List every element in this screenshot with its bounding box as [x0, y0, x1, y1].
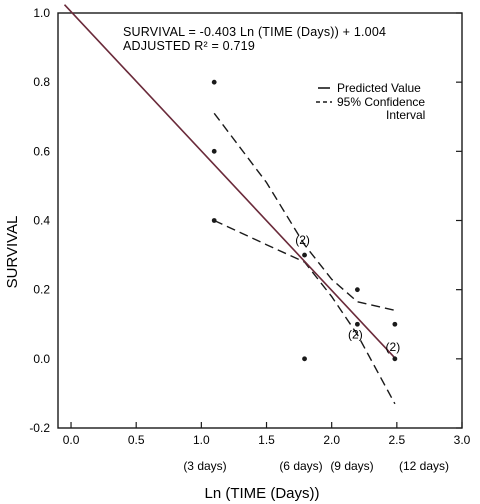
data-points	[211, 79, 398, 362]
y-tick-label-0: 1.0	[33, 6, 50, 20]
regression-line-path	[63, 4, 396, 359]
legend-label-ci: 95% Confidence	[337, 95, 425, 109]
day-label-2: (9 days)	[330, 459, 373, 473]
x-tick-label-0: 0.0	[63, 433, 80, 447]
y-tick-label-6: -0.2	[29, 421, 50, 435]
plot-frame	[57, 12, 463, 429]
x-tick-label-2: 1.0	[193, 433, 210, 447]
y-axis-label: SURVIVAL	[4, 216, 21, 289]
data-point-3	[302, 252, 307, 258]
day-label-1: (6 days)	[279, 459, 322, 473]
ci-lower-line	[213, 219, 396, 405]
y-tick-label-5: 0.0	[33, 352, 50, 366]
data-point-2	[211, 218, 217, 223]
point-annotation-0: (2)	[295, 233, 310, 247]
legend-label-predicted: Predicted Value	[337, 81, 421, 95]
data-point-5	[354, 287, 360, 293]
data-point-1	[211, 148, 217, 154]
confidence-interval-lines	[213, 112, 396, 405]
day-label-0: (3 days)	[183, 459, 226, 473]
y-tick-label-1: 0.8	[33, 75, 50, 89]
y-tick-labels: 1.0 0.8 0.6 0.4 0.2 0.0 -0.2	[29, 6, 50, 435]
day-labels: (3 days) (6 days) (9 days) (12 days)	[183, 459, 449, 473]
point-annotation-2: (2)	[386, 340, 401, 354]
x-tick-label-6: 3.0	[454, 433, 471, 447]
data-point-7	[392, 321, 398, 327]
data-point-8	[392, 356, 398, 362]
x-tick-label-1: 0.5	[128, 433, 145, 447]
ci-upper-line	[213, 112, 396, 312]
data-point-0	[211, 79, 217, 85]
x-tick-label-4: 2.0	[323, 433, 340, 447]
x-tick-label-5: 2.5	[388, 433, 405, 447]
point-annotation-1: (2)	[348, 327, 363, 341]
axis-ticks	[70, 12, 463, 429]
point-annotations: (2) (2) (2)	[295, 233, 400, 354]
y-tick-label-2: 0.6	[33, 144, 50, 158]
equation-text: SURVIVAL = -0.403 Ln (TIME (Days)) + 1.0…	[123, 25, 386, 39]
x-tick-labels: 0.0 0.5 1.0 1.5 2.0 2.5 3.0	[63, 433, 471, 447]
legend: Predicted Value 95% Confidence Interval	[316, 81, 425, 122]
y-tick-label-4: 0.2	[33, 283, 50, 297]
legend-label-ci-2: Interval	[386, 108, 425, 122]
data-point-6	[354, 321, 360, 327]
day-label-3: (12 days)	[399, 459, 449, 473]
x-axis-label: Ln (TIME (Days))	[204, 485, 319, 502]
y-tick-label-3: 0.4	[33, 214, 50, 228]
data-point-4	[302, 356, 307, 362]
r-squared-text: ADJUSTED R² = 0.719	[123, 39, 255, 53]
x-tick-label-3: 1.5	[258, 433, 275, 447]
regression-line	[63, 4, 396, 359]
